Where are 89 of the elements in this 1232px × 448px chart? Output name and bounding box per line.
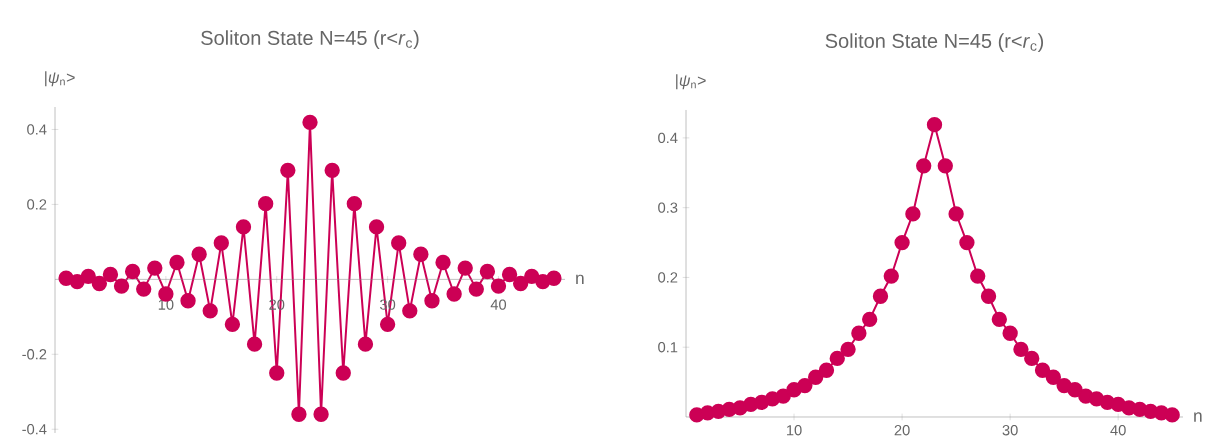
point xyxy=(324,162,340,178)
point xyxy=(872,288,889,304)
point xyxy=(335,365,351,381)
point xyxy=(926,116,943,133)
point xyxy=(191,246,207,262)
point xyxy=(269,365,285,381)
point xyxy=(69,273,85,290)
point xyxy=(807,369,824,385)
point xyxy=(797,377,813,394)
point xyxy=(1045,369,1062,385)
point xyxy=(1067,382,1083,398)
point xyxy=(302,114,318,131)
point xyxy=(246,336,263,352)
point xyxy=(970,268,986,284)
x-axis-title: n xyxy=(576,274,584,285)
point xyxy=(546,270,562,286)
point xyxy=(391,235,407,251)
chart-title: Soliton State N=45 (r<r$_{c}$) xyxy=(825,33,1044,52)
y-tick-label: -0.4 xyxy=(22,424,47,435)
point xyxy=(124,263,141,280)
point xyxy=(524,268,540,285)
point xyxy=(991,311,1007,327)
point xyxy=(435,254,451,271)
point xyxy=(291,406,307,422)
point xyxy=(313,406,329,422)
point xyxy=(959,234,975,251)
y-tick-label: 0.4 xyxy=(658,132,678,144)
point xyxy=(379,316,396,332)
point xyxy=(213,235,229,251)
point xyxy=(202,303,218,319)
point xyxy=(235,219,252,235)
point xyxy=(224,316,241,332)
point xyxy=(894,234,910,251)
point xyxy=(840,341,856,357)
point xyxy=(91,275,108,292)
point xyxy=(413,246,429,262)
y-axis-title: |ψ$_{n}$> xyxy=(676,74,706,90)
point xyxy=(883,268,899,284)
point xyxy=(479,263,496,280)
point xyxy=(424,293,440,309)
y-tick-label: 0.2 xyxy=(658,272,678,283)
point xyxy=(980,288,997,304)
y-axis-title: |ψ$_{n}$> xyxy=(45,71,75,87)
point xyxy=(169,254,185,271)
point xyxy=(368,219,385,235)
point xyxy=(468,281,484,297)
point xyxy=(512,275,529,292)
x-tick-label: 20 xyxy=(894,425,910,436)
point xyxy=(1164,407,1180,423)
point xyxy=(490,278,507,294)
point xyxy=(948,206,964,222)
point xyxy=(1013,341,1029,357)
point xyxy=(851,325,867,341)
point xyxy=(1002,325,1018,341)
point xyxy=(905,206,921,222)
point xyxy=(818,362,835,378)
x-tick-label: 30 xyxy=(1002,425,1018,436)
point xyxy=(916,158,932,174)
x-tick-label: 40 xyxy=(1110,425,1126,436)
point xyxy=(937,158,953,174)
y-tick-label: 0.2 xyxy=(27,199,47,210)
point xyxy=(136,281,152,297)
x-tick-label: 10 xyxy=(158,299,174,310)
point xyxy=(180,293,196,309)
point xyxy=(457,260,473,276)
point xyxy=(147,260,163,276)
point xyxy=(102,266,119,283)
y-tick-label: -0.2 xyxy=(22,349,47,360)
point xyxy=(257,196,274,212)
point xyxy=(862,311,878,327)
point xyxy=(402,303,418,319)
point xyxy=(1024,350,1040,367)
point xyxy=(346,196,363,212)
x-tick-label: 40 xyxy=(490,299,507,310)
point xyxy=(446,286,462,302)
x-tick-label: 10 xyxy=(787,425,802,436)
point xyxy=(280,162,296,178)
y-tick-label: 0.4 xyxy=(27,124,47,135)
y-tick-label: 0.3 xyxy=(658,202,678,213)
point xyxy=(357,336,374,352)
chart-title: Soliton State N=45 (r<r$_{c}$) xyxy=(201,30,419,49)
point xyxy=(501,266,518,283)
point xyxy=(829,350,845,367)
point xyxy=(113,278,130,294)
point xyxy=(80,268,96,285)
point xyxy=(775,388,791,404)
x-axis-title: n xyxy=(1194,412,1202,422)
y-tick-label: 0.1 xyxy=(658,342,678,353)
point xyxy=(1034,362,1051,378)
